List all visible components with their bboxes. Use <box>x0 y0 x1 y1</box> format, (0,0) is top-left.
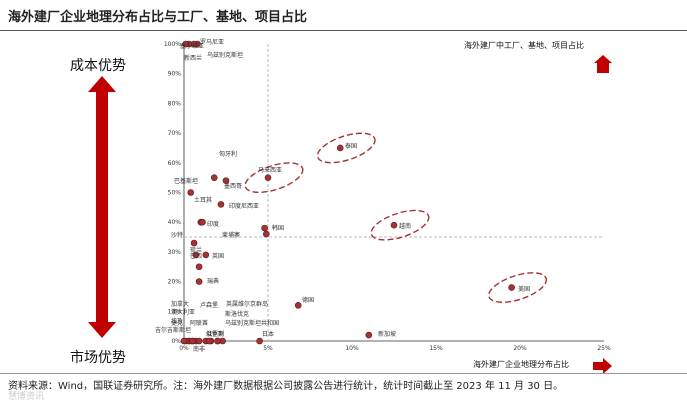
double-arrow-up-icon <box>88 76 116 92</box>
divider <box>0 373 687 374</box>
point-label: 乌兹别克斯坦 <box>207 51 243 59</box>
data-point <box>195 337 203 345</box>
data-point <box>205 337 213 345</box>
x-tick-label: 0% <box>179 345 189 352</box>
data-point <box>256 337 263 345</box>
point-label: 卢森堡 <box>200 301 218 309</box>
point-label: 新加坡 <box>378 330 396 338</box>
point-label: 吉尔吉斯斯坦 <box>155 326 191 334</box>
y-tick-label: 100% <box>164 41 181 48</box>
data-point <box>192 251 200 259</box>
point-label: 印度 <box>207 220 219 228</box>
y-tick-label: 80% <box>168 100 182 107</box>
y-tick-label: 20% <box>168 279 182 286</box>
point-label: 南非 <box>193 345 205 353</box>
data-point <box>202 251 210 259</box>
y-tick-label: 0% <box>171 338 181 345</box>
y-axis-title: 海外建厂中工厂、基地、项目占比 <box>464 40 584 50</box>
point-label: 美国 <box>518 285 530 293</box>
y-tick-label: 50% <box>168 190 182 197</box>
point-label: 荷兰 <box>190 246 202 254</box>
data-point <box>189 337 196 345</box>
y-tick-label: 70% <box>168 130 182 137</box>
point-label: 沙特 <box>171 231 183 239</box>
data-point <box>263 230 270 238</box>
data-point <box>264 174 272 181</box>
x-tick-label: 25% <box>597 345 611 352</box>
point-label: 捷克 <box>171 319 183 327</box>
point-label: 日本 <box>262 330 274 338</box>
x-tick-label: 15% <box>429 345 443 352</box>
x-tick-label: 10% <box>345 345 359 352</box>
data-point <box>294 302 302 309</box>
data-point <box>390 221 398 229</box>
x-tick-label: 5% <box>263 345 273 352</box>
point-label: 新西兰 <box>184 54 202 62</box>
y-tick-label: 10% <box>168 308 182 315</box>
data-point <box>508 284 515 291</box>
page-title: 海外建厂企业地理分布占比与工厂、基地、项目占比 <box>8 10 308 25</box>
y-tick-label: 90% <box>168 71 182 78</box>
data-point <box>214 337 221 345</box>
point-label: 柬埔寨 <box>222 231 240 239</box>
point-label: 巴基斯坦 <box>174 177 198 185</box>
x-tick-label: 20% <box>513 345 527 352</box>
point-label: 墨西哥 <box>224 183 242 190</box>
point-label: 俄罗斯 <box>206 330 224 338</box>
market-advantage-label: 市场优势 <box>70 349 126 366</box>
data-point <box>365 331 373 339</box>
title-bar: 海外建厂企业地理分布占比与工厂、基地、项目占比 <box>0 0 687 31</box>
data-point <box>190 239 198 247</box>
data-point <box>195 263 203 271</box>
cost-advantage-label: 成本优势 <box>70 58 126 74</box>
highlight-ellipse <box>370 209 430 241</box>
highlight-ellipse <box>244 162 304 194</box>
data-point <box>180 337 188 345</box>
point-label: 巴西 <box>190 253 202 260</box>
y-tick-label: 30% <box>168 249 182 256</box>
highlight-ellipse <box>316 132 376 164</box>
point-label: 越南 <box>399 222 411 230</box>
point-label: 瑞典 <box>207 277 219 285</box>
watermark: 慧博资讯 <box>8 392 45 402</box>
arrow-right-icon <box>593 358 612 374</box>
point-label: 泰国 <box>345 142 357 150</box>
source-note: 资料来源：Wind，国联证券研究所。注：海外建厂数据根据公司披露公告进行统计，统… <box>8 381 564 392</box>
y-tick-label: 60% <box>168 160 182 167</box>
double-arrow-shaft <box>96 88 108 326</box>
data-point <box>210 174 218 181</box>
data-point <box>190 40 198 48</box>
data-point <box>199 218 206 226</box>
data-point <box>187 189 195 196</box>
point-label: 以色列 <box>206 330 224 338</box>
point-label: 印度尼西亚 <box>229 202 259 210</box>
data-point <box>217 201 225 208</box>
arrow-up-icon <box>594 55 612 73</box>
point-label: 埃及 <box>171 317 183 325</box>
data-point <box>261 224 268 232</box>
point-label: 罗马尼亚 <box>200 38 224 46</box>
point-label: 阿联酋 <box>190 319 208 327</box>
data-point <box>222 177 230 184</box>
point-label: 澳大利亚 <box>171 308 195 316</box>
point-label: 土耳其 <box>194 196 212 204</box>
double-arrow-down-icon <box>88 322 116 338</box>
y-tick-label: 40% <box>168 219 182 226</box>
data-point <box>336 144 344 152</box>
point-label: 韩国 <box>272 224 284 232</box>
point-label: 英属维尔京群岛 <box>226 300 268 308</box>
point-label: 加拿大 <box>171 300 189 308</box>
point-label: 德国 <box>302 296 314 304</box>
highlight-ellipse <box>488 272 548 303</box>
point-label: 马来西亚 <box>258 166 282 174</box>
point-label: 塞尔维亚 <box>180 42 204 50</box>
data-point <box>182 40 189 48</box>
point-label: 乌兹别克斯坦共和国 <box>225 319 279 327</box>
data-point <box>195 278 203 285</box>
point-label: 英国 <box>212 252 224 260</box>
point-label: 匈牙利 <box>219 150 237 158</box>
x-axis-title: 海外建厂企业地理分布占比 <box>473 359 569 369</box>
point-label: 斯洛伐克 <box>225 310 249 318</box>
